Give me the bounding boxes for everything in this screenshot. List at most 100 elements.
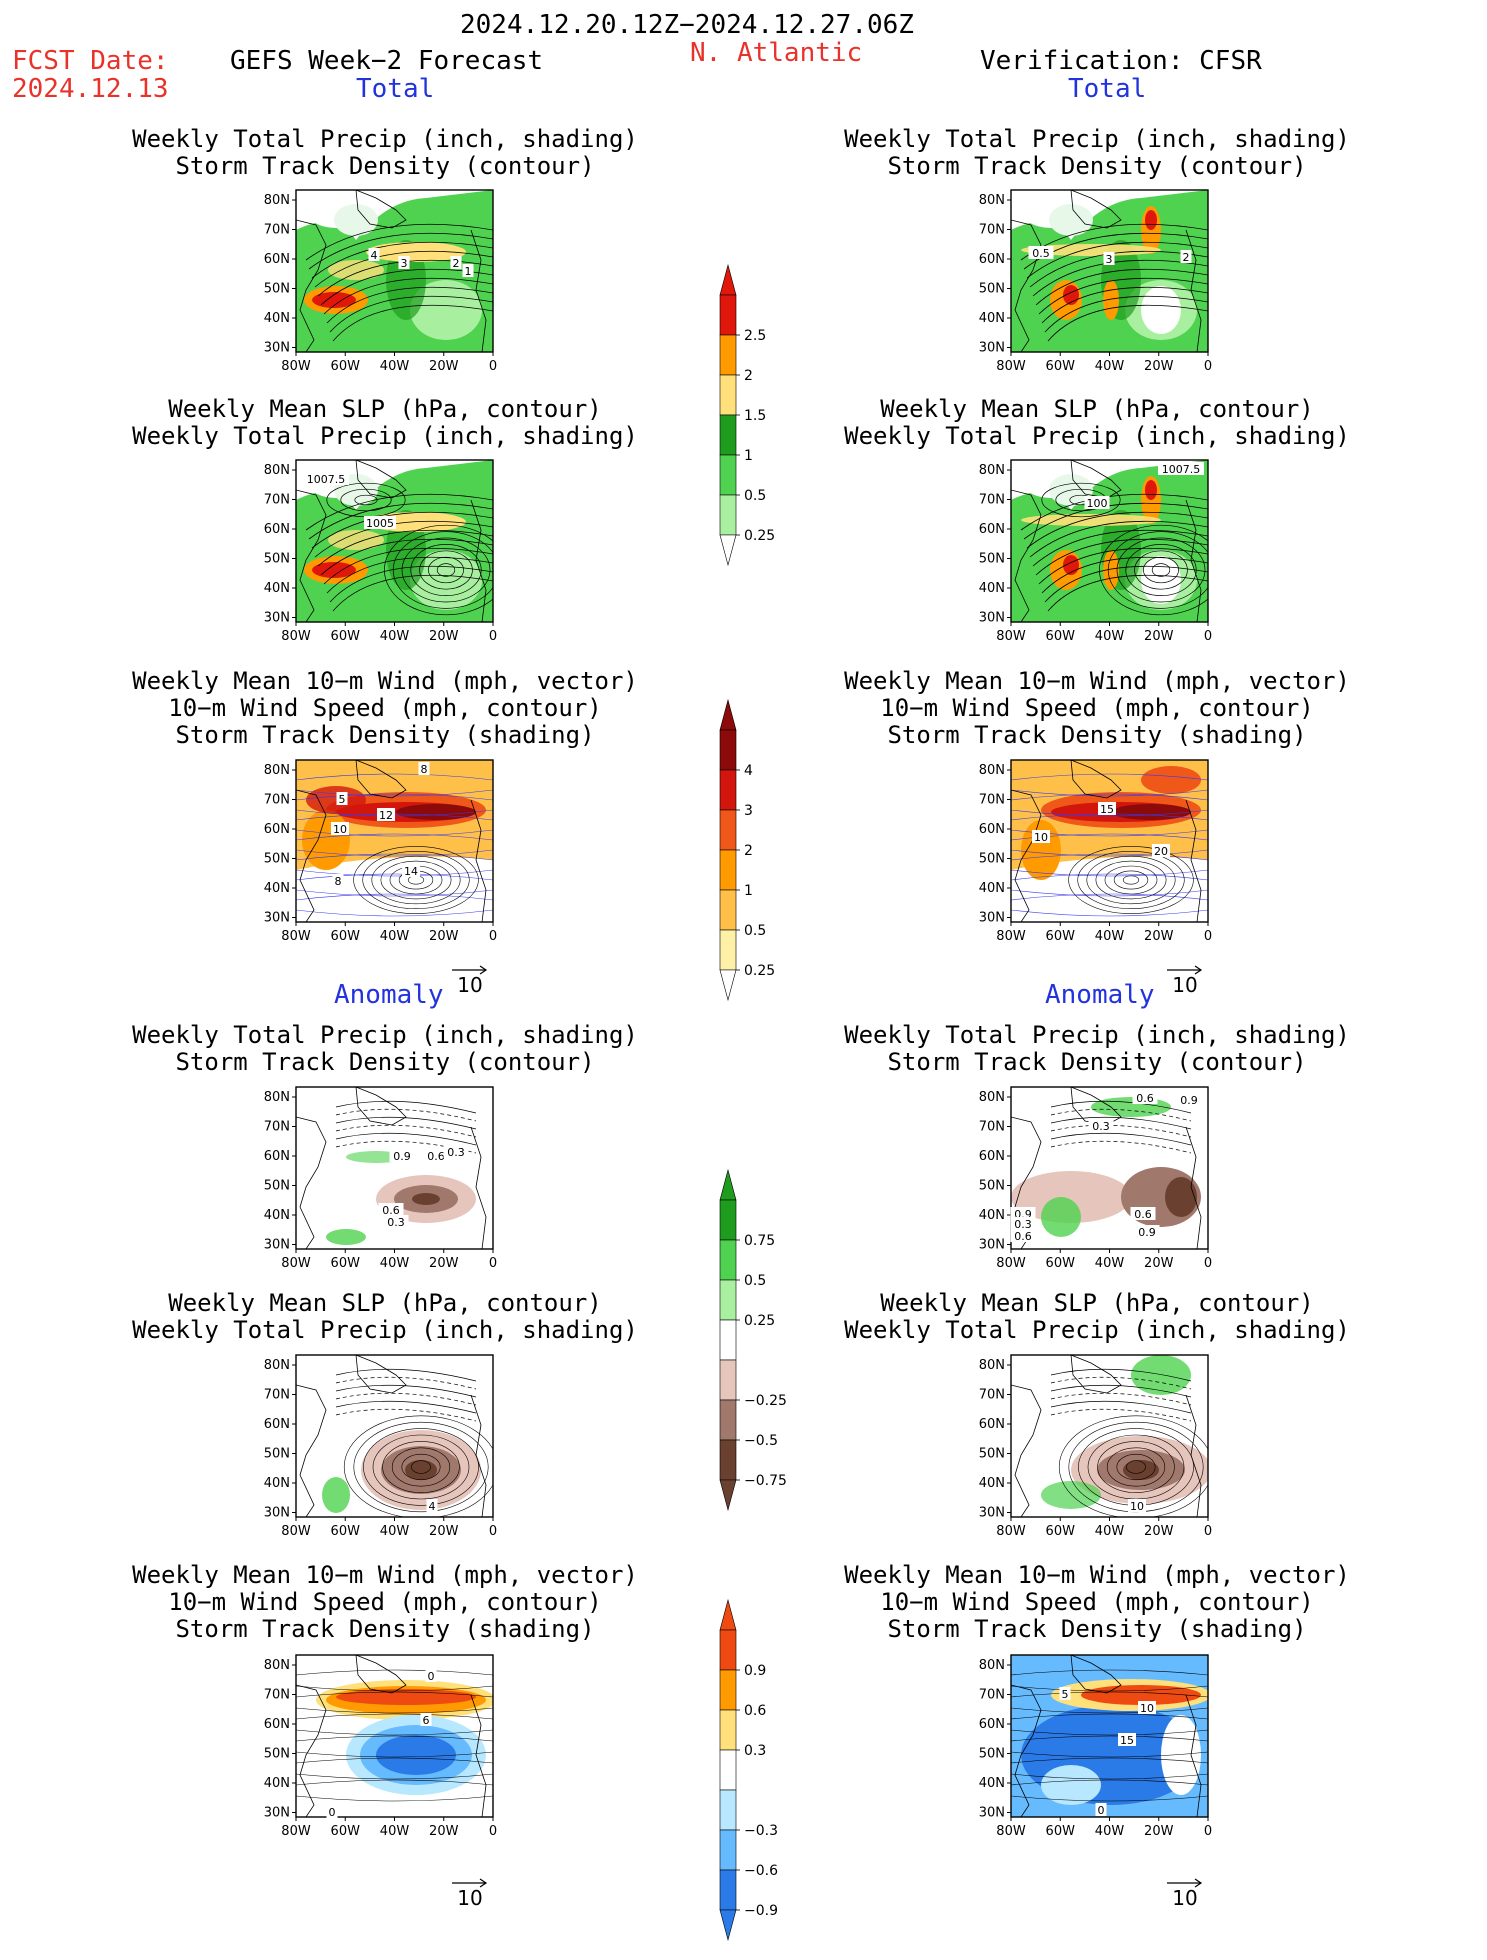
title-v-total-wind: Weekly Mean 10−m Wind (mph, vector) 10−m …: [844, 667, 1350, 749]
lat-label: 30N: [979, 911, 1005, 926]
lon-label: 40W: [1095, 1256, 1125, 1271]
title-v-total-precip: Weekly Total Precip (inch, shading) Storm…: [844, 125, 1350, 180]
right-title: Verification: CFSR: [980, 46, 1262, 76]
contour-label: 1007.5: [1162, 463, 1201, 476]
lat-label: 50N: [264, 852, 290, 867]
lat-label: 80N: [979, 463, 1005, 478]
lat-label: 60N: [264, 252, 290, 267]
colorbar-label: −0.25: [744, 1393, 787, 1409]
lon-label: 0: [1204, 1524, 1212, 1539]
lat-label: 70N: [979, 1388, 1005, 1403]
contour-label: 8: [335, 875, 342, 888]
lat-label: 80N: [979, 1358, 1005, 1373]
lon-label: 40W: [1095, 629, 1125, 644]
lon-label: 60W: [331, 359, 361, 374]
vector-reference-label: 10: [1172, 973, 1197, 997]
lon-label: 0: [489, 359, 497, 374]
contour-label: 5: [1062, 1688, 1069, 1701]
contour-label: 15: [1100, 803, 1114, 816]
map-v-anom-precip: 80N 70N 60N 50N 40N 30N 80W 60W 40W 20W 0 0.6 0.9 0.3…: [979, 1086, 1212, 1271]
lon-label: 40W: [380, 1824, 410, 1839]
time-range: 2024.12.20.12Z−2024.12.27.06Z: [460, 10, 914, 40]
lon-label: 20W: [1144, 1824, 1174, 1839]
map-v-total-precip: 80N 70N 60N 50N 40N 30N 80W 60W 40W 20W 0 0.5 3 2: [979, 189, 1212, 374]
lon-label: 20W: [1144, 929, 1174, 944]
lon-label: 60W: [1046, 359, 1076, 374]
lon-label: 0: [1204, 1256, 1212, 1271]
lat-label: 60N: [979, 1717, 1005, 1732]
contour-label: 0.3: [447, 1146, 465, 1159]
lon-label: 80W: [996, 1824, 1026, 1839]
contour-label: 0.6: [1136, 1092, 1154, 1105]
lat-label: 60N: [979, 1417, 1005, 1432]
lon-label: 80W: [281, 1524, 311, 1539]
contour-label: 10: [1034, 831, 1048, 844]
contour-label: 2: [453, 257, 460, 270]
lat-label: 80N: [979, 1090, 1005, 1105]
lat-label: 40N: [979, 1776, 1005, 1791]
fcst-date-value: 2024.12.13: [12, 74, 169, 104]
map-v-anom-wind: 80N 70N 60N 50N 40N 30N 80W 60W 40W 20W 0 5 10 15 0: [979, 1654, 1212, 1839]
vector-reference-arrow: 10: [1167, 965, 1203, 997]
vector-reference-label: 10: [457, 973, 482, 997]
lat-label: 70N: [979, 1688, 1005, 1703]
lat-label: 60N: [264, 822, 290, 837]
contour-label: 2: [1183, 251, 1190, 264]
title-v-total-slp: Weekly Mean SLP (hPa, contour) Weekly Tot…: [844, 395, 1350, 450]
contour-label: 3: [1106, 253, 1113, 266]
colorbar-label: 0.9: [744, 1663, 766, 1679]
title-f-total-slp: Weekly Mean SLP (hPa, contour) Weekly Tot…: [132, 395, 638, 450]
lon-label: 80W: [996, 629, 1026, 644]
title-v-anom-slp: Weekly Mean SLP (hPa, contour) Weekly Tot…: [844, 1289, 1350, 1344]
map-f-total-slp: 80N 70N 60N 50N 40N 30N 80W 60W 40W 20W 0 1007.5 100…: [264, 459, 497, 644]
lon-label: 0: [1204, 1824, 1212, 1839]
lon-label: 20W: [1144, 359, 1174, 374]
contour-label: 10: [1130, 1500, 1144, 1513]
lat-label: 80N: [264, 1358, 290, 1373]
colorbar-label: −0.6: [744, 1863, 778, 1879]
lon-label: 80W: [996, 359, 1026, 374]
lon-label: 60W: [1046, 929, 1076, 944]
lat-label: 30N: [979, 1506, 1005, 1521]
lat-label: 70N: [264, 493, 290, 508]
lat-label: 60N: [264, 1717, 290, 1732]
contour-label: 4: [429, 1500, 436, 1513]
contour-label: 0.9: [393, 1150, 411, 1163]
lat-label: 70N: [264, 1688, 290, 1703]
lat-label: 40N: [979, 311, 1005, 326]
title-f-total-wind: Weekly Mean 10−m Wind (mph, vector) 10−m …: [132, 667, 638, 749]
lat-label: 50N: [264, 1747, 290, 1762]
map-f-total-wind: 80N 70N 60N 50N 40N 30N 80W 60W 40W 20W 0 8 5 12 10 14 8: [264, 759, 497, 944]
lat-label: 40N: [264, 1476, 290, 1491]
lon-label: 80W: [281, 929, 311, 944]
left-title: GEFS Week−2 Forecast: [230, 46, 544, 76]
colorbar-label: −0.9: [744, 1903, 778, 1919]
lon-label: 60W: [331, 1824, 361, 1839]
colorbar-label: 1: [744, 448, 753, 464]
lon-label: 80W: [281, 1824, 311, 1839]
vector-reference-arrow: 10: [452, 1878, 488, 1910]
lat-label: 80N: [264, 1090, 290, 1105]
lat-label: 50N: [264, 282, 290, 297]
vector-reference-label: 10: [1172, 1886, 1197, 1910]
lat-label: 40N: [264, 881, 290, 896]
section-total-left: Total: [356, 74, 435, 104]
contour-label: 0.9: [1138, 1226, 1156, 1239]
lon-label: 80W: [281, 629, 311, 644]
contour-label: 0.9: [1180, 1094, 1198, 1107]
lon-label: 40W: [380, 1256, 410, 1271]
section-anomaly-left: Anomaly: [334, 980, 444, 1010]
contour-label: 0.5: [1032, 247, 1050, 260]
contour-label: 0: [329, 1806, 336, 1819]
map-v-total-wind: 80N 70N 60N 50N 40N 30N 80W 60W 40W 20W 0 15 10 20: [979, 759, 1212, 944]
contour-label: 3: [401, 257, 408, 270]
contour-label: 14: [404, 865, 418, 878]
contour-label: 0.6: [427, 1150, 445, 1163]
title-v-anom-precip: Weekly Total Precip (inch, shading) Storm…: [844, 1021, 1350, 1076]
lat-label: 40N: [979, 581, 1005, 596]
contour-label: 0: [428, 1670, 435, 1683]
contour-label: 5: [339, 793, 346, 806]
lon-label: 0: [489, 1256, 497, 1271]
lon-label: 0: [1204, 929, 1212, 944]
colorbar-track-total: 4 3 2 1 0.5 0.25: [719, 698, 775, 1002]
